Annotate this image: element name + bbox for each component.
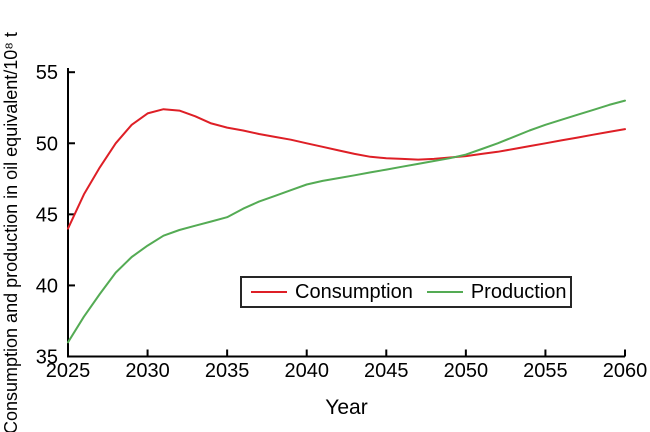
- y-tick-label: 50: [36, 133, 58, 155]
- x-tick-label: 2055: [523, 360, 568, 382]
- legend-item-production: Production: [426, 280, 567, 304]
- consumption-line: [67, 108, 626, 230]
- legend-label-production: Production: [470, 280, 567, 303]
- x-tick-label: 2060: [603, 360, 648, 382]
- legend: Consumption Production: [240, 276, 572, 308]
- production-line-swatch-icon: [426, 291, 463, 293]
- y-tick-label: 35: [36, 347, 58, 369]
- legend-item-consumption: Consumption: [251, 281, 413, 304]
- x-axis-label: Year: [325, 396, 367, 419]
- x-tick-label: 2030: [125, 360, 170, 382]
- x-tick-label: 2040: [284, 360, 329, 382]
- x-tick-label: 2050: [444, 360, 489, 382]
- y-tick-label: 55: [36, 62, 58, 84]
- legend-label-consumption: Consumption: [295, 280, 413, 303]
- axis-spines: [67, 68, 625, 358]
- y-tick-label: 40: [36, 275, 58, 297]
- production-line: [67, 99, 626, 344]
- consumption-line-swatch-icon: [251, 291, 287, 293]
- x-tick-label: 2035: [205, 360, 250, 382]
- x-tick-label: 2045: [364, 360, 409, 382]
- y-axis-label: Consumption and production in oil equiva…: [1, 32, 21, 432]
- y-tick-label: 45: [36, 204, 58, 226]
- x-tick-label: 2025: [46, 360, 91, 382]
